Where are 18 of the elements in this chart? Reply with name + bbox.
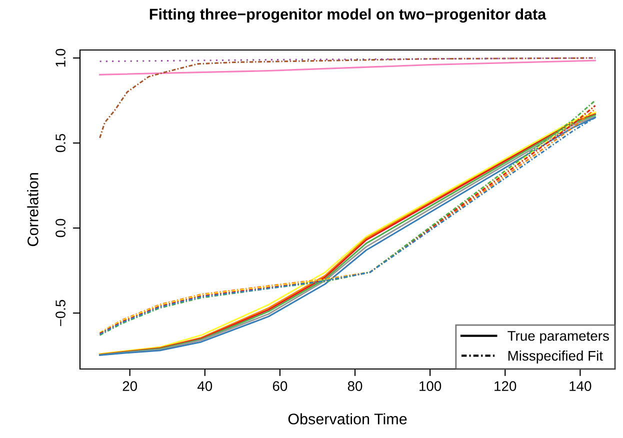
x-tick-label: 40 bbox=[197, 381, 212, 392]
line-series bbox=[99, 60, 596, 76]
x-tick-label: 20 bbox=[122, 381, 138, 392]
legend-label: Misspecified Fit bbox=[508, 350, 603, 364]
line-series bbox=[99, 57, 596, 139]
legend-label: True parameters bbox=[508, 331, 609, 344]
x-tick-label: 100 bbox=[420, 381, 442, 392]
y-axis-title: Correlation bbox=[27, 173, 38, 246]
x-axis-title: Observation Time bbox=[288, 413, 407, 424]
y-tick-label: 1.0 bbox=[56, 48, 66, 67]
y-tick-label: −0.5 bbox=[56, 300, 66, 326]
x-tick-label: 80 bbox=[348, 381, 362, 392]
x-tick-label: 60 bbox=[272, 381, 288, 392]
chart-title: Fitting three−progenitor model on two−progenitor data bbox=[150, 8, 546, 23]
x-tick-label: 140 bbox=[570, 381, 592, 392]
y-tick-label: 0.0 bbox=[56, 218, 66, 238]
y-tick-label: 0.5 bbox=[56, 134, 66, 152]
x-tick-label: 120 bbox=[494, 381, 516, 392]
